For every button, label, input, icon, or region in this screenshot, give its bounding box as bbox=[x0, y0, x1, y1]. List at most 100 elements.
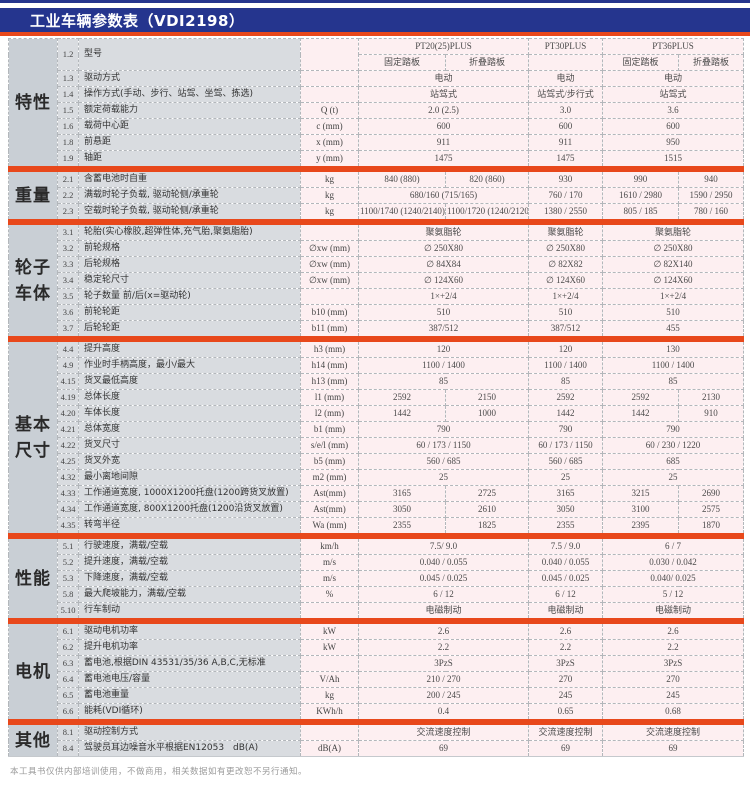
row-unit: m/s bbox=[300, 570, 359, 587]
cell-value: 2150 bbox=[444, 389, 530, 406]
row-label: 操作方式(手动、步行、站驾、坐驾、拣选) bbox=[78, 86, 301, 103]
table-row: 4.20 车体长度 l2 (mm) 1442 1000 1442 1442 910 bbox=[9, 405, 745, 422]
row-number: 5.3 bbox=[57, 570, 79, 587]
row-label: 空载时轮子负载, 驱动轮侧/承重轮 bbox=[78, 203, 301, 220]
cell-value: 510 bbox=[357, 304, 530, 321]
row-label: 提升速度，满载/空载 bbox=[78, 554, 301, 571]
row-number: 4.4 bbox=[57, 341, 79, 358]
cell-value: 6 / 12 bbox=[357, 586, 530, 603]
table-row: 8.4 驾驶员耳边噪音水平根据EN12053 dB(A) dB(A) 69 69 69 bbox=[9, 740, 745, 757]
cell-value: 790 bbox=[528, 421, 604, 438]
cell-value: ∅ 124X60 bbox=[528, 272, 604, 289]
cell-value: 折叠踏板 bbox=[678, 54, 745, 71]
cell-value: 1100/1720 (1240/2120) bbox=[444, 203, 530, 220]
row-number: 2.3 bbox=[57, 203, 79, 220]
row-label: 满载时轮子负载, 驱动轮侧/承重轮 bbox=[78, 187, 301, 204]
cell-value: 3PzS bbox=[528, 655, 604, 672]
row-unit: kg bbox=[300, 203, 359, 220]
cell-value: 3050 bbox=[358, 501, 446, 518]
table-row: 5.3 下降速度，满载/空载 m/s 0.045 / 0.025 0.045 / 0.0… bbox=[9, 570, 745, 587]
table-row: 3.2 前轮规格 ∅xw (mm) ∅ 250X80 ∅ 250X80 ∅ 250X80 bbox=[9, 240, 745, 257]
row-unit: m/s bbox=[300, 554, 359, 571]
row-label: 转弯半径 bbox=[78, 517, 301, 534]
section-label: 性能 bbox=[8, 538, 58, 619]
cell-value: 0.4 bbox=[357, 703, 530, 720]
table-row: 1.8 前悬距 x (mm) 911 911 950 bbox=[9, 134, 745, 151]
page-title-bar: 工业车辆参数表（VDI2198） bbox=[0, 8, 750, 32]
cell-value: 1870 bbox=[678, 517, 745, 534]
row-unit: km/h bbox=[300, 538, 359, 555]
row-number: 1.9 bbox=[57, 150, 79, 167]
cell-value: 交流速度控制 bbox=[357, 724, 530, 741]
row-unit: y (mm) bbox=[300, 150, 359, 167]
table-row: 2.3 空载时轮子负载, 驱动轮侧/承重轮 kg 1100/1740 (1240/21… bbox=[9, 203, 745, 220]
spec-table-body: 特性 1.2 型号 PT20(25)PLUS PT30PLUS PT36PLUS 固定踏板折… bbox=[7, 38, 745, 757]
cell-value: 940 bbox=[678, 171, 745, 188]
cell-value: 2.6 bbox=[357, 623, 530, 640]
cell-value: 387/512 bbox=[528, 320, 604, 337]
table-row: 3.6 前轮轮距 b10 (mm) 510 510 510 bbox=[9, 304, 745, 321]
cell-value: 120 bbox=[357, 341, 530, 358]
cell-value: 3PzS bbox=[357, 655, 530, 672]
cell-value: 780 / 160 bbox=[678, 203, 745, 220]
row-unit bbox=[300, 288, 359, 305]
row-number: 6.1 bbox=[57, 623, 79, 640]
row-label: 提升高度 bbox=[78, 341, 301, 358]
cell-value: 3.0 bbox=[528, 102, 604, 119]
row-label: 前悬距 bbox=[78, 134, 301, 151]
table-row: 6.2 提升电机功率 kW 2.2 2.2 2.2 bbox=[9, 639, 745, 656]
row-label: 额定荷载能力 bbox=[78, 102, 301, 119]
cell-value: 840 (880) bbox=[358, 171, 446, 188]
cell-value: ∅ 250X80 bbox=[357, 240, 530, 257]
row-unit: Q (t) bbox=[300, 102, 359, 119]
table-row: 4.35 转弯半径 Wa (mm) 2355 1825 2355 2395 1870 bbox=[9, 517, 745, 534]
row-unit bbox=[300, 38, 359, 71]
cell-value: 电动 bbox=[602, 70, 745, 87]
cell-value: 1442 bbox=[358, 405, 446, 422]
table-row: 1.5 额定荷载能力 Q (t) 2.0 (2.5) 3.0 3.6 bbox=[9, 102, 745, 119]
cell-value: 0.040 / 0.055 bbox=[528, 554, 604, 571]
row-label: 总体长度 bbox=[78, 389, 301, 406]
cell-value: 2395 bbox=[602, 517, 680, 534]
cell-value: 电动 bbox=[528, 70, 604, 87]
cell-value: 560 / 685 bbox=[528, 453, 604, 470]
footer-note: 本工具书仅供内部培训使用，不做商用，相关数据如有更改恕不另行通知。 bbox=[10, 767, 308, 777]
row-label: 前轮规格 bbox=[78, 240, 301, 257]
cell-value: 820 (860) bbox=[444, 171, 530, 188]
cell-value: 3100 bbox=[602, 501, 680, 518]
row-number: 6.4 bbox=[57, 671, 79, 688]
row-number: 1.4 bbox=[57, 86, 79, 103]
row-number: 6.3 bbox=[57, 655, 79, 672]
row-label: 行驶速度，满载/空载 bbox=[78, 538, 301, 555]
cell-value: 455 bbox=[602, 320, 745, 337]
row-number: 4.21 bbox=[57, 421, 79, 438]
cell-value: 0.045 / 0.025 bbox=[528, 570, 604, 587]
table-row: 特性 1.2 型号 PT20(25)PLUS PT30PLUS PT36PLUS bbox=[8, 38, 745, 167]
table-row: 4.34 工作通道宽度, 800X1200托盘(1200沿货叉放置) Ast(mm)… bbox=[9, 501, 745, 518]
cell-value: 245 bbox=[602, 687, 745, 704]
cell-value: 电动 bbox=[357, 70, 530, 87]
cell-value: 聚氨脂轮 bbox=[528, 224, 604, 241]
row-label: 最大爬坡能力，满载/空载 bbox=[78, 586, 301, 603]
row-unit: l2 (mm) bbox=[300, 405, 359, 422]
cell-value: 911 bbox=[357, 134, 530, 151]
row-label: 后轮规格 bbox=[78, 256, 301, 273]
row-number: 1.2 bbox=[57, 38, 79, 71]
row-number: 6.5 bbox=[57, 687, 79, 704]
cell-value: 1590 / 2950 bbox=[678, 187, 745, 204]
cell-value: 1100 / 1400 bbox=[602, 357, 745, 374]
row-label: 能耗(VDI循环) bbox=[78, 703, 301, 720]
cell-value: 固定踏板 bbox=[602, 54, 680, 71]
cell-value: 600 bbox=[602, 118, 745, 135]
row-label: 驾驶员耳边噪音水平根据EN12053 dB(A) bbox=[78, 740, 301, 757]
row-unit bbox=[300, 655, 359, 672]
table-row: 1.9 轴距 y (mm) 1475 1475 1515 bbox=[9, 150, 745, 167]
row-number: 4.19 bbox=[57, 389, 79, 406]
row-number: 5.2 bbox=[57, 554, 79, 571]
row-number: 3.7 bbox=[57, 320, 79, 337]
cell-value: 电磁制动 bbox=[528, 602, 604, 619]
row-unit: h13 (mm) bbox=[300, 373, 359, 390]
row-label: 蓄电池,根据DIN 43531/35/36 A,B,C,无标准 bbox=[78, 655, 301, 672]
row-label: 最小离地间隙 bbox=[78, 469, 301, 486]
